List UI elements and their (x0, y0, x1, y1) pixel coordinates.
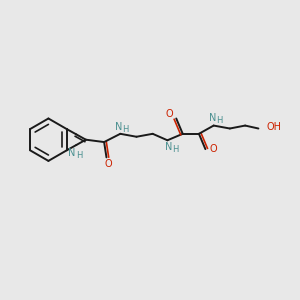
Text: H: H (76, 151, 83, 160)
Text: N: N (165, 142, 172, 152)
Text: H: H (172, 145, 178, 154)
Text: O: O (210, 144, 218, 154)
Text: OH: OH (267, 122, 282, 132)
Text: N: N (116, 122, 123, 132)
Text: H: H (122, 125, 129, 134)
Text: H: H (216, 116, 223, 125)
Text: O: O (166, 109, 174, 119)
Text: N: N (209, 113, 217, 124)
Text: N: N (68, 148, 76, 158)
Text: O: O (105, 159, 112, 169)
